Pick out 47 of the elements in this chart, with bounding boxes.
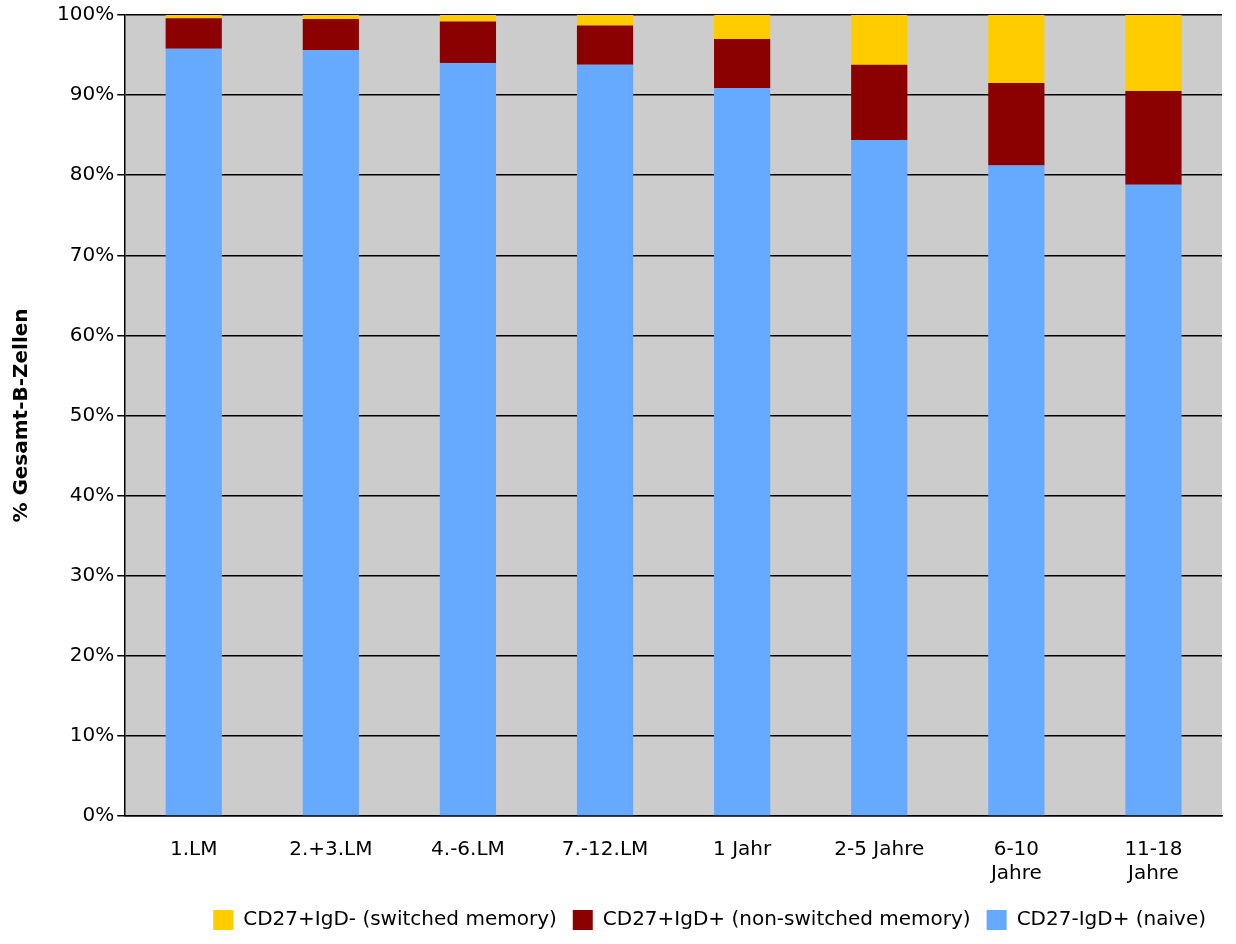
y-tick-label: 50% [69, 401, 115, 426]
y-tick-label: 90% [69, 81, 115, 106]
y-axis-title: % Gesamt-B-Zellen [8, 308, 33, 523]
bar [165, 15, 222, 19]
bar [439, 15, 497, 22]
y-tick-label: 100% [56, 1, 115, 26]
bar [576, 64, 634, 816]
x-tick-label: 4.-6.LM [431, 836, 505, 861]
bar [302, 15, 359, 20]
bar [988, 83, 1045, 166]
bar [988, 15, 1045, 84]
bar [851, 15, 908, 65]
bar [851, 139, 908, 816]
y-tick-label: 80% [69, 161, 115, 186]
bar [988, 165, 1045, 816]
bar [439, 63, 497, 816]
legend-label: CD27-IgD+ (naive) [1016, 906, 1206, 931]
y-tick-label: 70% [69, 241, 115, 266]
x-tick-label: 6-10 Jahre [988, 836, 1042, 885]
bar [576, 25, 634, 65]
x-tick-label: 1.LM [169, 836, 218, 861]
bar [851, 64, 908, 140]
bar [714, 87, 771, 816]
x-tick-label: 1 Jahr [713, 836, 772, 861]
x-tick-label: 2-5 Jahre [834, 836, 925, 861]
bar [714, 39, 771, 88]
bar [165, 18, 222, 49]
bar [165, 48, 222, 816]
bar [576, 15, 634, 26]
bar [1125, 91, 1182, 185]
y-tick-label: 0% [82, 802, 115, 827]
bar [714, 15, 771, 40]
x-tick-label: 11-18 Jahre [1124, 836, 1183, 885]
bar [302, 50, 359, 816]
bar [1125, 15, 1182, 92]
y-tick-label: 30% [69, 561, 115, 586]
bar [302, 19, 359, 51]
legend-label: CD27+IgD- (switched memory) [243, 906, 557, 931]
x-tick-label: 2.+3.LM [289, 836, 373, 861]
y-tick-label: 60% [69, 321, 115, 346]
bar [1125, 184, 1182, 816]
bar [439, 21, 497, 64]
y-tick-label: 40% [69, 481, 115, 506]
y-tick-label: 20% [69, 642, 115, 666]
x-tick-label: 7.-12.LM [561, 836, 649, 861]
legend-label: CD27+IgD+ (non-switched memory) [602, 906, 971, 931]
y-tick-label: 10% [69, 722, 115, 747]
